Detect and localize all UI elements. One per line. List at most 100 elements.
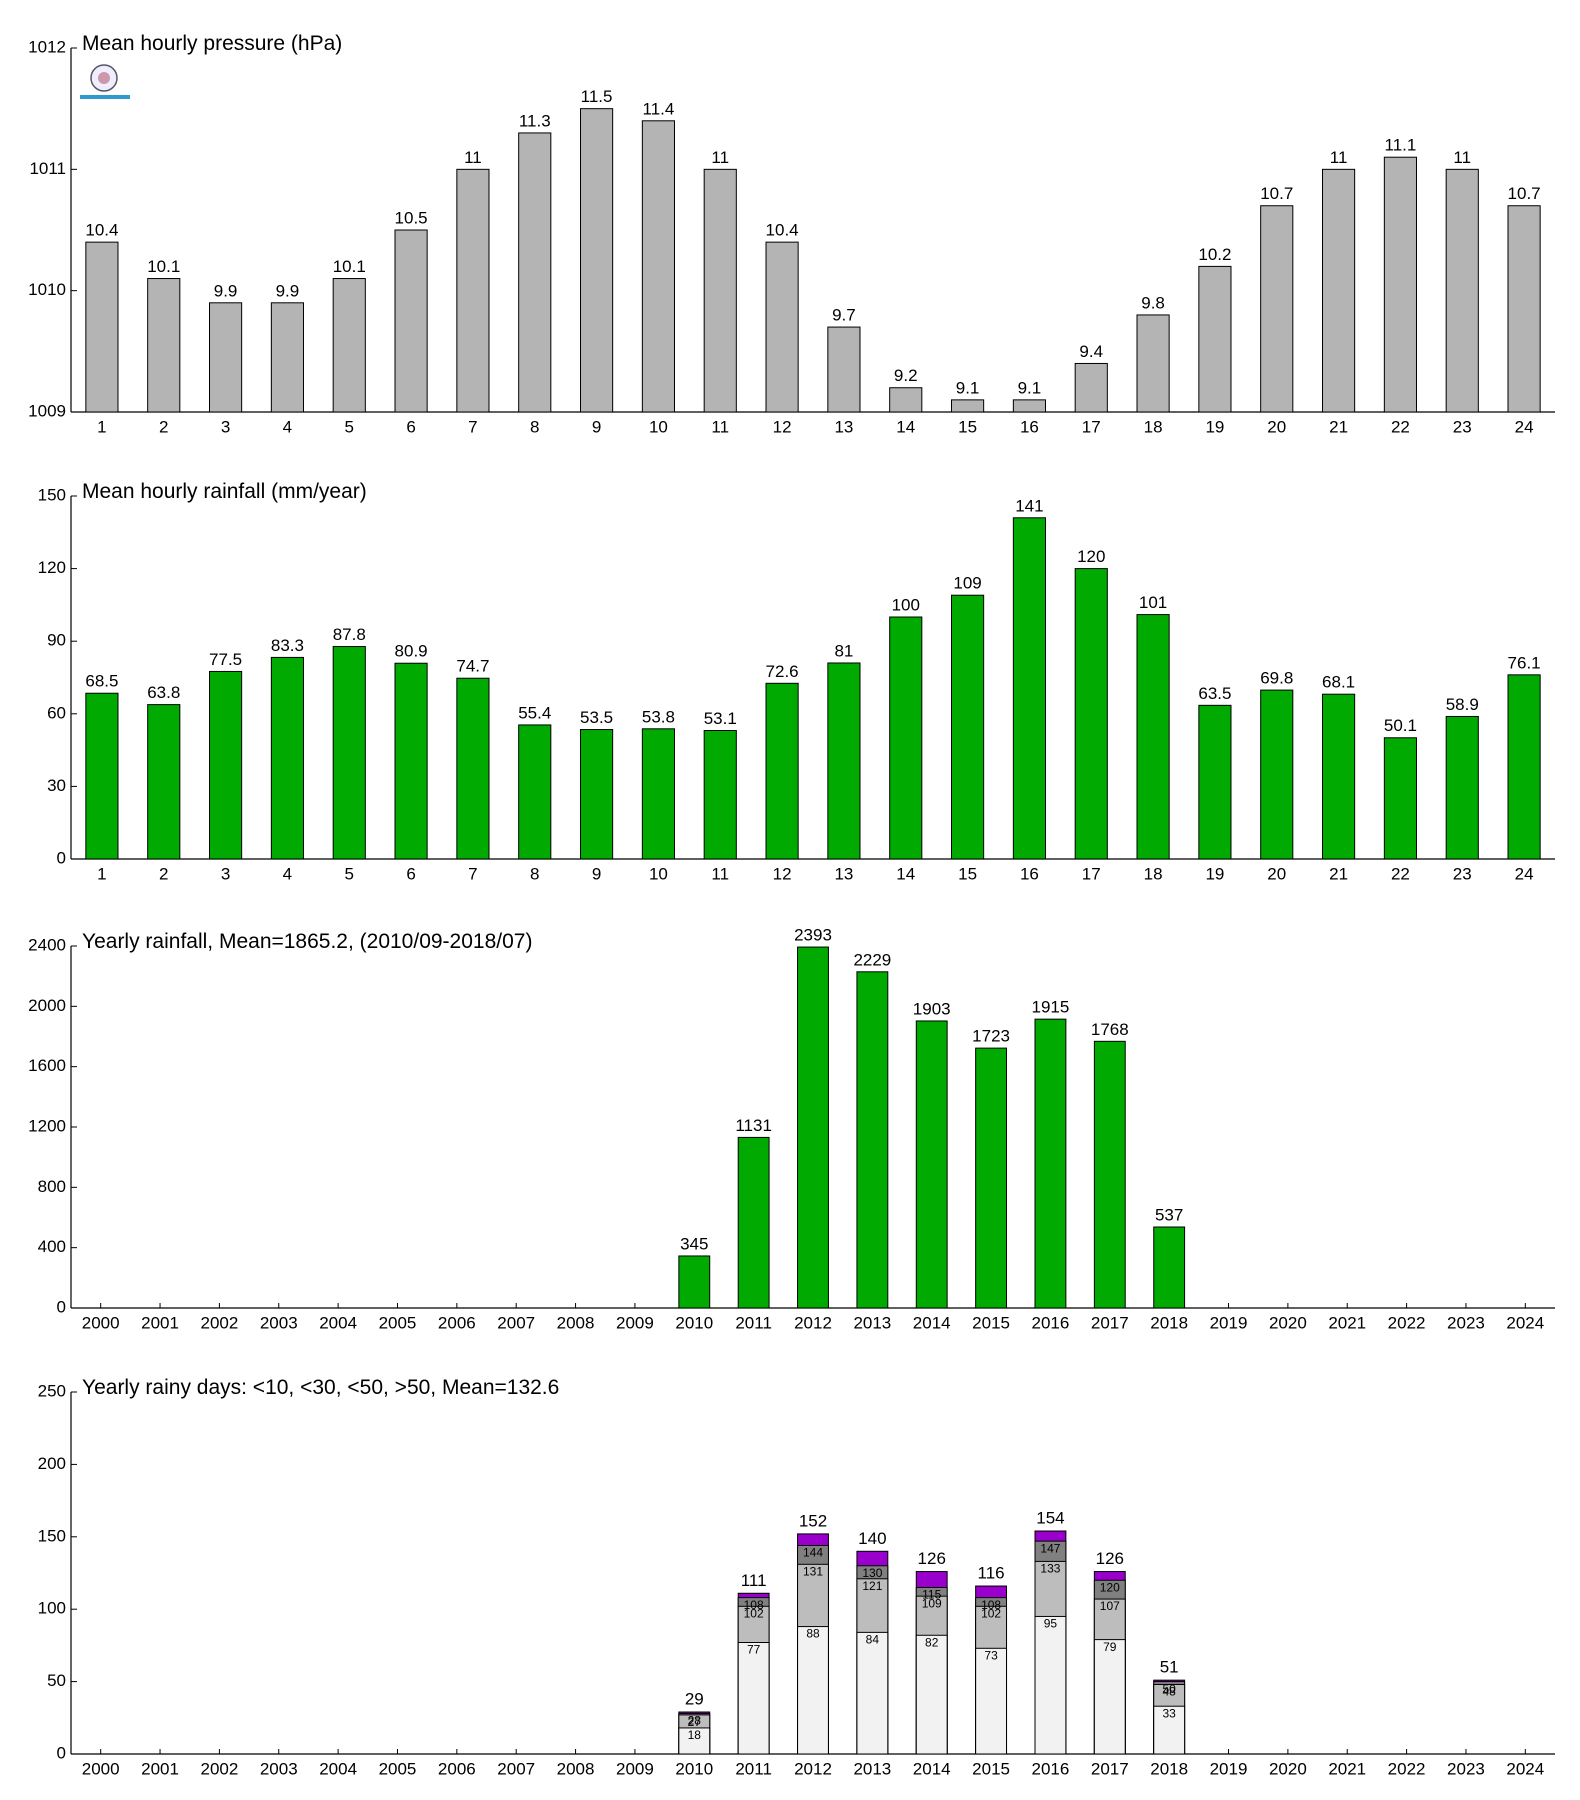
- x-tick-label: 12: [773, 864, 792, 883]
- segment-label: 28: [688, 1714, 702, 1728]
- x-tick-label: 2020: [1269, 1313, 1307, 1332]
- x-tick-label: 2018: [1150, 1313, 1188, 1332]
- value-label: 9.1: [956, 378, 980, 397]
- segment-label: 130: [862, 1566, 882, 1580]
- y-tick-label: 150: [38, 1526, 66, 1545]
- value-label: 68.1: [1322, 673, 1355, 692]
- segment-label: 50: [1162, 1682, 1176, 1696]
- value-label: 53.1: [704, 709, 737, 728]
- bar: [332, 646, 366, 860]
- segment-label: 33: [1162, 1706, 1176, 1720]
- value-label: 10.4: [85, 221, 118, 240]
- value-label: 1915: [1032, 998, 1070, 1017]
- value-label: 1903: [913, 999, 951, 1018]
- y-tick-label: 800: [38, 1177, 66, 1196]
- x-tick-label: 2003: [260, 1313, 298, 1332]
- x-tick-label: 2013: [853, 1313, 891, 1332]
- x-tick-label: 2016: [1032, 1313, 1070, 1332]
- bar: [1507, 205, 1541, 413]
- x-tick-label: 5: [345, 417, 354, 436]
- x-tick-label: 2008: [557, 1313, 595, 1332]
- x-tick-label: 2000: [82, 1759, 120, 1778]
- bar: [394, 662, 428, 860]
- bar-segment: [856, 1631, 889, 1755]
- value-label: 2393: [794, 926, 832, 945]
- value-label: 69.8: [1260, 669, 1293, 688]
- x-tick-label: 15: [958, 864, 977, 883]
- value-label: 51: [1160, 1658, 1179, 1677]
- x-tick-label: 2009: [616, 1759, 654, 1778]
- x-tick-label: 3: [221, 417, 230, 436]
- y-tick-label: 400: [38, 1237, 66, 1256]
- value-label: 55.4: [518, 703, 551, 722]
- bar: [147, 278, 181, 413]
- x-tick-label: 18: [1144, 417, 1163, 436]
- segment-label: 121: [862, 1579, 882, 1593]
- chart-title: Mean hourly pressure (hPa): [82, 32, 342, 55]
- segment-label: 144: [803, 1546, 823, 1560]
- x-tick-label: 2023: [1447, 1759, 1485, 1778]
- y-tick-label: 2000: [28, 996, 66, 1015]
- bar: [394, 229, 428, 413]
- segment-label: 88: [806, 1627, 820, 1641]
- x-tick-label: 2015: [972, 1313, 1010, 1332]
- x-tick-label: 22: [1391, 864, 1410, 883]
- y-tick-label: 0: [57, 848, 66, 867]
- bar: [1136, 614, 1170, 860]
- x-tick-label: 2002: [200, 1759, 238, 1778]
- chart-title: Mean hourly rainfall (mm/year): [82, 480, 367, 503]
- segment-label: 109: [922, 1596, 942, 1610]
- value-label: 53.5: [580, 708, 613, 727]
- bar-segment: [915, 1634, 948, 1755]
- value-label: 126: [1096, 1549, 1124, 1568]
- x-tick-label: 2014: [913, 1759, 951, 1778]
- value-label: 109: [953, 574, 981, 593]
- value-label: 1131: [735, 1116, 772, 1135]
- x-tick-label: 20: [1267, 417, 1286, 436]
- x-tick-label: 2006: [438, 1759, 476, 1778]
- x-tick-label: 2020: [1269, 1759, 1307, 1778]
- x-tick-label: 11: [711, 417, 729, 436]
- x-tick-label: 2017: [1091, 1313, 1129, 1332]
- x-tick-label: 22: [1391, 417, 1410, 436]
- y-tick-label: 1600: [28, 1056, 66, 1075]
- value-label: 141: [1015, 496, 1043, 515]
- x-tick-label: 3: [221, 864, 230, 883]
- bar: [1198, 704, 1232, 860]
- x-tick-label: 7: [468, 417, 477, 436]
- x-tick-label: 2022: [1388, 1313, 1426, 1332]
- segment-label: 84: [866, 1633, 880, 1647]
- x-tick-label: 17: [1082, 864, 1101, 883]
- value-label: 9.9: [276, 281, 300, 300]
- x-tick-label: 2006: [438, 1313, 476, 1332]
- chart-title: Yearly rainfall, Mean=1865.2, (2010/09-2…: [82, 930, 532, 953]
- x-tick-label: 5: [345, 864, 354, 883]
- x-tick-label: 20: [1267, 864, 1286, 883]
- segment-label: 102: [744, 1606, 764, 1620]
- x-tick-label: 2014: [913, 1313, 951, 1332]
- segment-label: 95: [1044, 1617, 1058, 1631]
- x-tick-label: 21: [1329, 417, 1348, 436]
- x-tick-label: 2010: [675, 1759, 713, 1778]
- segment-label: 147: [1040, 1541, 1060, 1555]
- x-tick-label: 2022: [1388, 1759, 1426, 1778]
- value-label: 81: [834, 641, 853, 660]
- value-label: 50.1: [1384, 716, 1417, 735]
- value-label: 10.7: [1508, 184, 1541, 203]
- x-tick-label: 2007: [497, 1759, 535, 1778]
- value-label: 68.5: [85, 672, 118, 691]
- bar: [703, 729, 737, 860]
- bar: [1445, 715, 1479, 860]
- x-tick-label: 24: [1515, 864, 1534, 883]
- x-tick-label: 15: [958, 417, 977, 436]
- x-tick-label: 24: [1515, 417, 1534, 436]
- value-label: 9.9: [214, 281, 238, 300]
- x-tick-label: 2021: [1328, 1759, 1366, 1778]
- bar-segment: [737, 1642, 770, 1755]
- bar: [889, 616, 923, 860]
- bar: [518, 132, 552, 413]
- x-tick-label: 2: [159, 864, 168, 883]
- x-tick-label: 2003: [260, 1759, 298, 1778]
- value-label: 100: [892, 595, 920, 614]
- x-tick-label: 2018: [1150, 1759, 1188, 1778]
